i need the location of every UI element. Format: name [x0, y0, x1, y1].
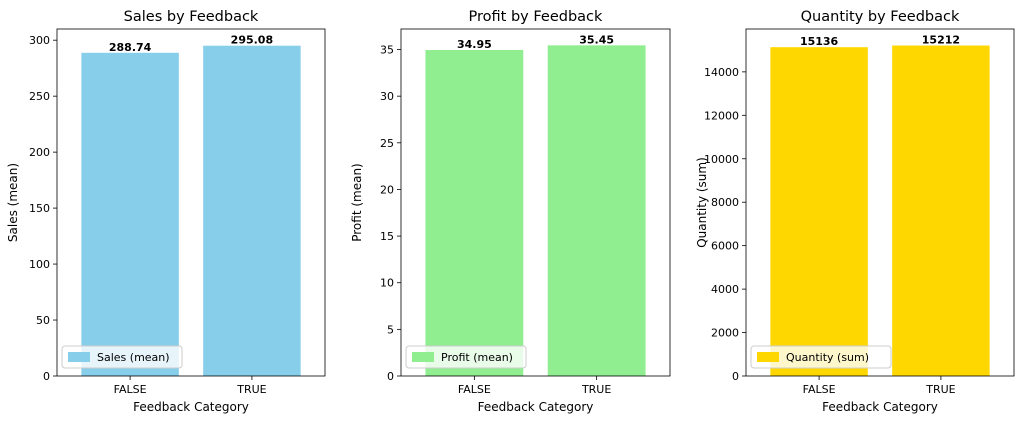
y-axis-label: Sales (mean) [6, 163, 20, 242]
x-tick-label: TRUE [581, 383, 611, 396]
legend-box [405, 345, 527, 369]
y-tick-label: 50 [36, 314, 50, 327]
bar [81, 52, 179, 376]
bar [203, 45, 301, 376]
x-tick-label: FALSE [803, 383, 836, 396]
chart-title: Profit by Feedback [469, 9, 603, 25]
y-tick-label: 0 [732, 370, 739, 383]
y-tick-label: 35 [380, 44, 394, 57]
legend-swatch [757, 352, 779, 362]
y-tick-label: 200 [29, 146, 50, 159]
y-axis-label: Quantity (sum) [695, 157, 709, 248]
chart-panel-1: Sales by Feedback 288.74 295.08 0 50 100 150 20… [6, 9, 326, 414]
x-tick-label: FALSE [114, 383, 147, 396]
y-tick-label: 300 [29, 34, 50, 47]
legend-box [61, 345, 183, 369]
x-tick-label: TRUE [925, 383, 955, 396]
data-label: 35.45 [579, 33, 614, 46]
y-tick-label: 100 [29, 258, 50, 271]
y-tick-label: 2000 [711, 327, 739, 340]
data-label: 295.08 [231, 34, 273, 47]
y-axis-label: Profit (mean) [350, 163, 364, 242]
y-tick-label: 12000 [704, 109, 739, 122]
y-tick-label: 15 [380, 230, 394, 243]
bar [425, 49, 524, 376]
axes-frame [400, 28, 671, 377]
legend-box [750, 345, 892, 369]
x-axis-label: Feedback Category [478, 400, 594, 414]
legend-swatch [68, 352, 90, 362]
y-tick-label: 10000 [704, 153, 739, 166]
chart-panel-3: Quantity by Feedback 15136 15212 0 2000 4000 6… [695, 9, 1015, 414]
y-tick-label: 5 [387, 323, 394, 336]
chart-title: Quantity by Feedback [801, 9, 960, 25]
x-axis-label: Feedback Category [822, 400, 938, 414]
y-tick-label: 6000 [711, 240, 739, 253]
legend: Quantity (sum) [750, 345, 892, 369]
data-label: 15136 [800, 35, 839, 48]
x-axis-label: Feedback Category [133, 400, 249, 414]
chart-title: Sales by Feedback [124, 9, 259, 25]
y-tick-label: 4000 [711, 283, 739, 296]
y-tick-label: 10 [380, 277, 394, 290]
data-label: 288.74 [109, 41, 152, 54]
axes-frame [56, 28, 326, 377]
data-label: 15212 [922, 34, 960, 47]
chart-panel-2: Profit by Feedback 34.95 35.45 0 5 10 15 20 25 30… [350, 9, 671, 414]
x-tick-label: FALSE [458, 383, 491, 396]
y-tick-label: 30 [380, 90, 394, 103]
y-tick-label: 250 [29, 90, 50, 103]
y-tick-label: 25 [380, 137, 394, 150]
y-tick-label: 0 [387, 370, 394, 383]
data-label: 34.95 [457, 38, 492, 51]
legend: Sales (mean) [61, 345, 183, 369]
bar [892, 45, 990, 377]
legend: Profit (mean) [405, 345, 527, 369]
y-tick-label: 8000 [711, 196, 739, 209]
legend-label: Sales (mean) [97, 351, 170, 364]
y-tick-label: 150 [29, 202, 50, 215]
legend-swatch [412, 352, 434, 362]
legend-label: Quantity (sum) [786, 351, 869, 364]
x-tick-label: TRUE [236, 383, 266, 396]
bar [770, 47, 868, 377]
y-tick-label: 20 [380, 183, 394, 196]
y-tick-label: 0 [43, 370, 50, 383]
bar [547, 45, 646, 377]
legend-label: Profit (mean) [441, 351, 513, 364]
y-tick-label: 14000 [704, 66, 739, 79]
